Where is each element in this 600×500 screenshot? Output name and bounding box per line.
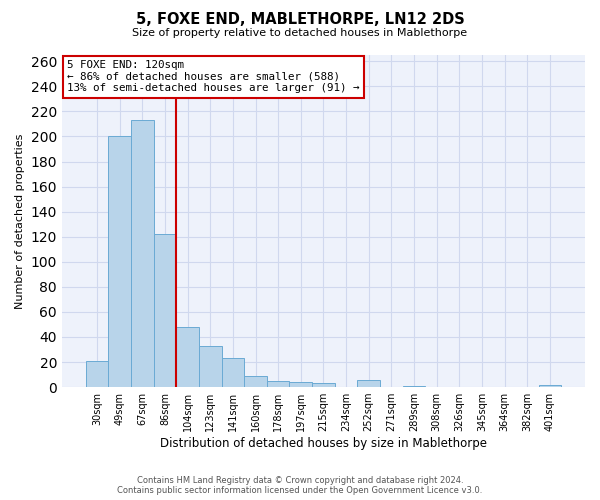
Text: 5, FOXE END, MABLETHORPE, LN12 2DS: 5, FOXE END, MABLETHORPE, LN12 2DS (136, 12, 464, 28)
Bar (312, 384, 335, 387)
Bar (199, 346, 221, 387)
Bar (131, 120, 154, 387)
Bar (358, 380, 380, 387)
Y-axis label: Number of detached properties: Number of detached properties (15, 134, 25, 308)
X-axis label: Distribution of detached houses by size in Mablethorpe: Distribution of detached houses by size … (160, 437, 487, 450)
Text: Size of property relative to detached houses in Mablethorpe: Size of property relative to detached ho… (133, 28, 467, 38)
Bar (154, 234, 176, 387)
Bar (267, 381, 289, 387)
Bar (539, 384, 561, 387)
Text: Contains HM Land Registry data © Crown copyright and database right 2024.
Contai: Contains HM Land Registry data © Crown c… (118, 476, 482, 495)
Bar (176, 327, 199, 387)
Bar (86, 361, 109, 387)
Text: 5 FOXE END: 120sqm
← 86% of detached houses are smaller (588)
13% of semi-detach: 5 FOXE END: 120sqm ← 86% of detached hou… (67, 60, 359, 93)
Bar (109, 136, 131, 387)
Bar (244, 376, 267, 387)
Bar (221, 358, 244, 387)
Bar (403, 386, 425, 387)
Bar (289, 382, 312, 387)
